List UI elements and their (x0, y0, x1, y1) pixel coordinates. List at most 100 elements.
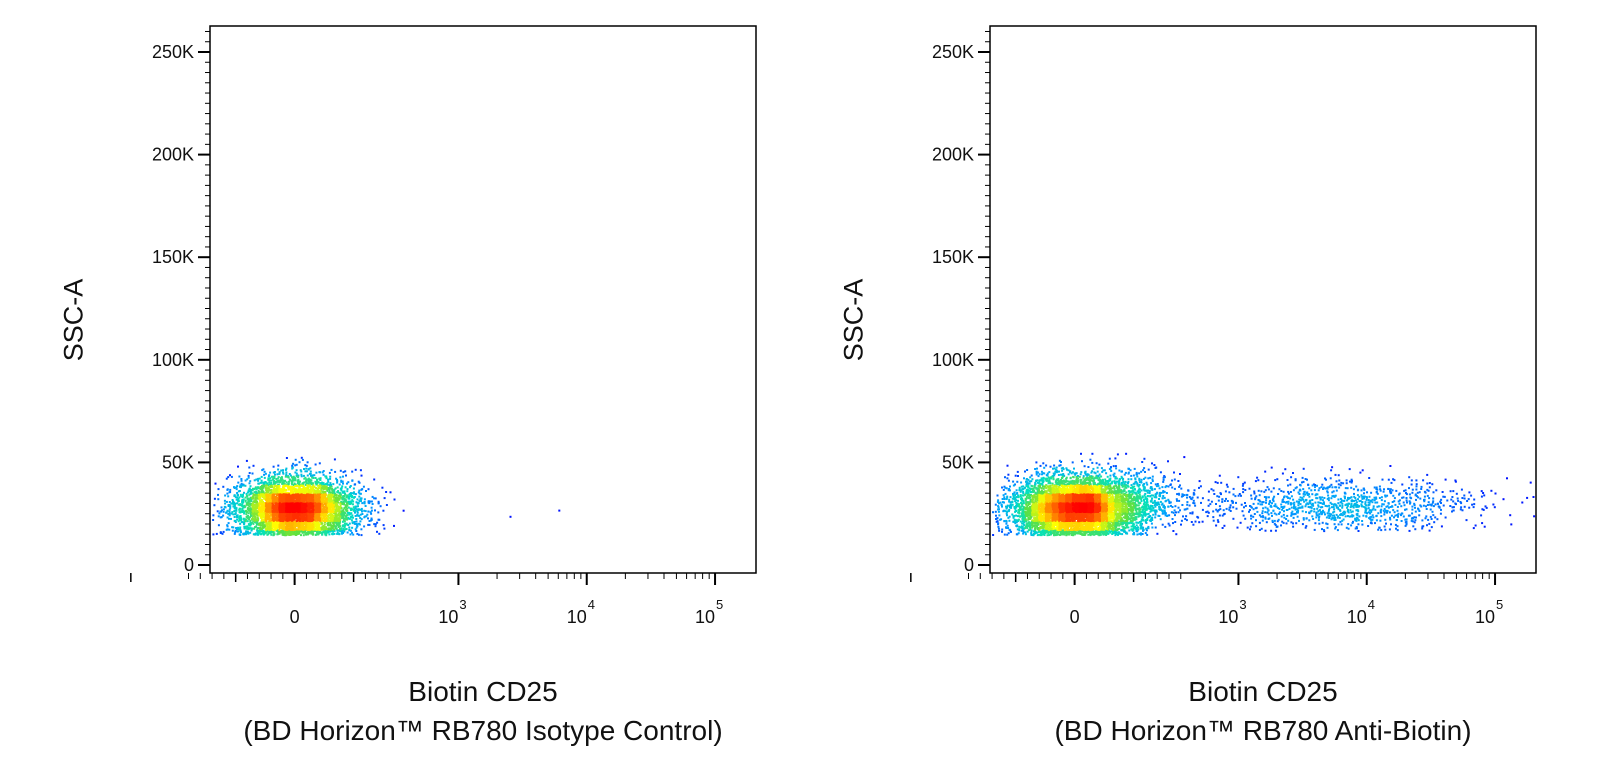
event-dot (316, 504, 319, 507)
event-dot (263, 476, 266, 479)
event-dot (323, 507, 326, 510)
event-dot (273, 504, 276, 507)
event-dot (345, 523, 348, 526)
event-dot (228, 528, 231, 531)
event-dot (300, 534, 302, 537)
event-dot (272, 510, 275, 513)
event-dot (260, 475, 263, 478)
event-dot (270, 533, 273, 536)
event-dot (251, 510, 254, 512)
event-dot (265, 531, 268, 534)
event-dot (252, 506, 255, 509)
event-dot (367, 523, 370, 526)
event-dot (274, 524, 277, 527)
event-dot (251, 502, 254, 505)
event-dot (272, 481, 275, 483)
event-dot (334, 470, 337, 473)
event-dot (297, 501, 300, 503)
event-dot (257, 479, 260, 482)
event-dot (382, 509, 385, 512)
event-dot (289, 500, 292, 503)
event-dot (359, 508, 362, 511)
event-dot (287, 516, 290, 519)
event-dot (333, 529, 336, 532)
event-dot (338, 509, 341, 512)
event-dot (402, 509, 405, 512)
event-dot (318, 462, 321, 465)
event-dot (236, 528, 238, 531)
event-dot (364, 515, 367, 518)
event-dot (360, 474, 363, 477)
event-dot (316, 478, 318, 481)
event-dot (333, 517, 336, 520)
event-dot (339, 530, 342, 533)
event-dot (343, 490, 346, 493)
event-dot (227, 513, 230, 515)
event-dot (367, 517, 369, 520)
event-dot (247, 527, 250, 529)
event-dot (360, 518, 363, 521)
event-dot (263, 518, 266, 521)
event-dot (258, 531, 261, 534)
event-dot (296, 475, 299, 478)
event-dot (364, 505, 367, 507)
event-dot (263, 524, 266, 527)
event-dot (344, 500, 347, 503)
event-dot (304, 464, 307, 467)
event-dot (258, 523, 261, 526)
event-dot (267, 505, 270, 508)
event-dot (341, 520, 344, 523)
event-dot (345, 516, 348, 519)
event-dot (343, 514, 345, 517)
event-dot (345, 499, 348, 502)
event-dot (337, 521, 340, 524)
event-dot (269, 524, 272, 527)
event-dot (282, 500, 285, 503)
event-dot (251, 489, 254, 492)
event-dot (357, 509, 360, 512)
event-dot (327, 505, 330, 508)
event-dot (313, 502, 316, 505)
event-dot (247, 499, 250, 502)
event-dot (259, 481, 262, 484)
event-dot (305, 518, 308, 521)
event-dot (293, 517, 296, 520)
event-dot (256, 514, 259, 516)
event-dot (262, 486, 265, 489)
event-dot (240, 479, 243, 482)
event-dot (337, 501, 339, 504)
event-dot (291, 525, 294, 528)
event-dot (278, 499, 281, 502)
event-dot (246, 530, 249, 533)
event-dot (325, 514, 328, 517)
event-dot (287, 531, 290, 534)
event-dot (247, 509, 250, 512)
event-dot (287, 482, 290, 485)
event-dot (317, 502, 320, 505)
event-dot (232, 513, 235, 516)
event-dot (267, 523, 269, 525)
event-dot (225, 477, 228, 480)
event-dot (301, 499, 304, 501)
event-dot (267, 484, 270, 487)
event-dot (257, 517, 260, 520)
event-dot (227, 495, 230, 498)
event-dot (324, 502, 327, 505)
event-dot (264, 518, 267, 521)
event-dot (271, 513, 274, 516)
event-dot (297, 520, 300, 523)
event-dot (381, 486, 384, 489)
event-dot (274, 502, 277, 505)
event-dot (314, 463, 317, 466)
event-dot (306, 502, 309, 505)
event-dot (278, 479, 281, 482)
event-dot (300, 473, 303, 476)
event-dot (280, 478, 283, 481)
event-dot (279, 491, 282, 494)
event-dot (324, 519, 327, 522)
event-dot (298, 497, 301, 500)
y-tick-label: 250K (152, 42, 194, 62)
event-dot (260, 519, 263, 522)
event-dot (346, 511, 349, 514)
